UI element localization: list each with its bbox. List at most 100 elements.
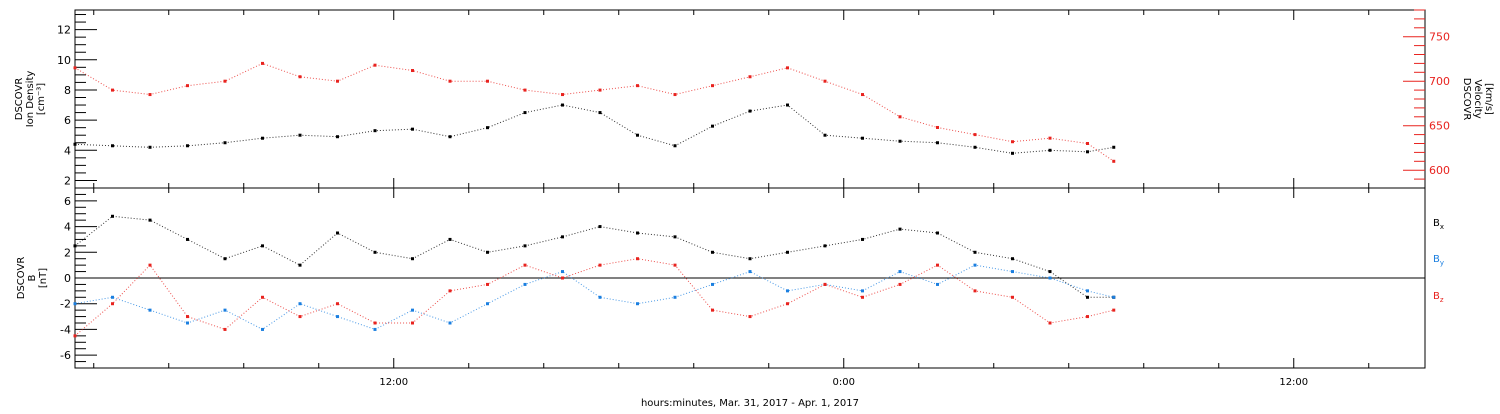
- magnetic-field-axis-title-line-1: DSCOVR: [16, 257, 27, 300]
- velocity-point: [561, 93, 564, 97]
- legend-bx: Bx: [1433, 218, 1444, 231]
- magnetic-field-points: [73, 214, 1116, 338]
- by-point: [1086, 289, 1089, 293]
- by-point: [1011, 270, 1014, 274]
- by-point: [73, 302, 77, 306]
- by-point: [336, 315, 339, 319]
- density-point: [973, 145, 977, 149]
- density-point: [936, 141, 939, 145]
- bx-point: [636, 231, 639, 235]
- x-tick-label: 12:00: [379, 377, 408, 388]
- bx-point: [711, 250, 714, 254]
- velocity-y-tick-label: 700: [1429, 75, 1450, 88]
- velocity-axis-title-line-2: Velocity: [1472, 79, 1483, 118]
- density-point: [448, 135, 452, 139]
- density-point: [748, 109, 752, 113]
- bx-point: [373, 250, 377, 254]
- velocity-point: [1086, 142, 1089, 145]
- velocity-point: [111, 88, 114, 92]
- bottom-panel-x-ticks: [93, 188, 1370, 368]
- bx-point: [1086, 295, 1089, 299]
- bx-point: [261, 244, 264, 248]
- by-point: [373, 327, 377, 331]
- x-tick-label: 0:00: [833, 377, 855, 388]
- velocity-point: [786, 66, 789, 70]
- velocity-point: [448, 79, 452, 83]
- density-point: [261, 136, 264, 140]
- density-point: [823, 133, 827, 137]
- density-axis-title-line-2: Ion Density: [25, 71, 36, 128]
- density-point: [486, 126, 489, 130]
- x-axis-tick-labels: 12:00 0:00 12:00: [379, 377, 1308, 388]
- velocity-point: [636, 84, 639, 88]
- bz-point: [636, 257, 639, 261]
- bz-point: [711, 308, 714, 312]
- magnetic-field-y-tick-label: -6: [60, 349, 71, 362]
- magnetic-field-y-tick-label: 4: [64, 221, 71, 234]
- bz-point: [223, 327, 227, 331]
- velocity-point: [223, 79, 227, 83]
- by-point: [861, 289, 864, 293]
- velocity-y-tick-label: 750: [1429, 31, 1450, 44]
- bz-point: [186, 315, 189, 319]
- x-axis-title: hours:minutes, Mar. 31, 2017 - Apr. 1, 2…: [641, 398, 859, 409]
- magnetic-field-axis-title: DSCOVR B [nT]: [16, 257, 49, 300]
- legend-bz: Bz: [1433, 291, 1444, 304]
- bz-point: [786, 302, 789, 306]
- bz-point: [1086, 315, 1089, 319]
- legend-bz-sub: z: [1440, 296, 1444, 304]
- velocity-y-axis: 600 650 700 750: [1403, 9, 1450, 189]
- bz-point: [373, 321, 377, 325]
- velocity-point: [523, 88, 527, 92]
- by-point: [898, 270, 902, 274]
- density-velocity-panel: 2 4 6 8 10 12 600 650 700 750 DSCOVR Ion Density…: [14, 9, 1494, 189]
- bx-point-trace: [74, 215, 1114, 298]
- density-point: [598, 111, 602, 115]
- density-axis-title-line-1: DSCOVR: [14, 78, 25, 121]
- bx-point: [223, 257, 227, 261]
- density-y-axis: 2 4 6 8 10 12: [57, 14, 97, 189]
- legend-by: By: [1433, 254, 1444, 267]
- bz-point: [336, 302, 339, 306]
- bz-point: [823, 282, 827, 286]
- legend-bz-label: B: [1433, 291, 1440, 302]
- legend-bx-label: B: [1433, 218, 1440, 229]
- bz-point: [148, 263, 152, 267]
- density-point: [523, 111, 527, 115]
- velocity-axis-title: DSCOVR Velocity [km/s]: [1461, 78, 1494, 121]
- bz-point: [298, 315, 302, 319]
- velocity-point: [973, 133, 977, 137]
- velocity-point: [1011, 140, 1014, 144]
- by-point: [1048, 276, 1052, 280]
- magnetic-field-axis-title-line-2: B: [27, 274, 38, 281]
- legend-by-sub: y: [1440, 259, 1444, 267]
- magnetic-field-axis-title-line-3: [nT]: [38, 268, 49, 288]
- by-point: [561, 270, 564, 274]
- by-point: [261, 327, 264, 331]
- by-point: [148, 308, 152, 312]
- density-point: [1048, 148, 1052, 152]
- density-y-tick-label: 2: [64, 174, 71, 187]
- bz-point-trace: [74, 258, 1114, 337]
- velocity-point: [486, 79, 489, 83]
- velocity-point: [298, 75, 302, 79]
- bz-point: [598, 263, 602, 267]
- by-point: [748, 270, 752, 274]
- bz-point: [861, 295, 864, 299]
- bx-point: [148, 218, 152, 222]
- density-y-tick-label: 6: [64, 114, 71, 127]
- bx-point: [1048, 270, 1052, 274]
- by-point: [111, 295, 114, 299]
- velocity-point: [861, 93, 864, 97]
- density-y-tick-label: 4: [64, 144, 71, 157]
- x-tick-label: 12:00: [1279, 377, 1308, 388]
- by-point: [1112, 295, 1116, 299]
- bz-point: [1011, 295, 1014, 299]
- density-y-tick-label: 8: [64, 84, 71, 97]
- bx-point: [823, 244, 827, 248]
- density-velocity-plot-frame: [74, 9, 1426, 189]
- bx-point: [598, 225, 602, 229]
- legend-by-label: B: [1433, 254, 1440, 265]
